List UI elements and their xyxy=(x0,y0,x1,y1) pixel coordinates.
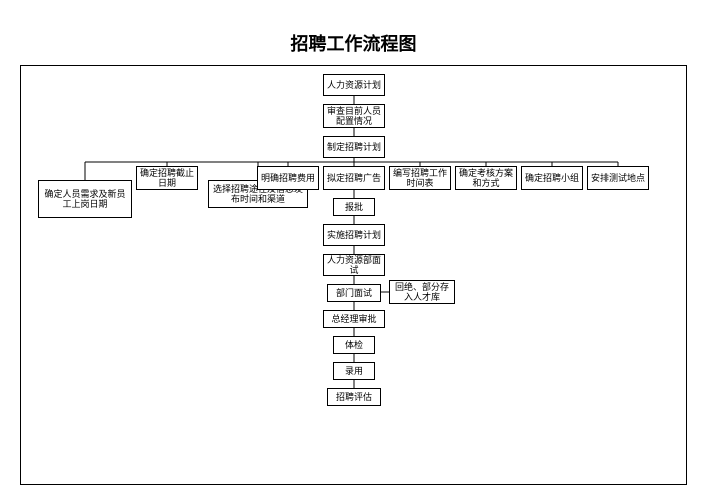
flow-node-r5: 拟定招聘广告 xyxy=(323,166,385,190)
flow-node-n10: 体检 xyxy=(333,336,375,354)
flow-node-n3: 制定招聘计划 xyxy=(323,136,385,158)
flow-node-r6: 编写招聘工作时间表 xyxy=(389,166,451,190)
flow-node-n1: 人力资源计划 xyxy=(323,74,385,96)
flow-node-n8: 回绝、部分存入人才库 xyxy=(389,280,455,304)
flow-node-r1: 确定人员需求及新员工上岗日期 xyxy=(38,180,132,218)
flow-node-r8: 确定招聘小组 xyxy=(521,166,583,190)
flow-node-r9: 安排测试地点 xyxy=(587,166,649,190)
flow-node-n9: 总经理审批 xyxy=(323,310,385,328)
flow-node-n11: 录用 xyxy=(333,362,375,380)
flow-node-r7: 确定考核方案和方式 xyxy=(455,166,517,190)
flow-node-n5: 实施招聘计划 xyxy=(323,224,385,246)
flow-node-n6: 人力资源部面试 xyxy=(323,254,385,276)
flow-node-r2: 确定招聘截止日期 xyxy=(136,166,198,190)
flow-node-n12: 招聘评估 xyxy=(327,388,381,406)
flow-node-n2: 审查目前人员配置情况 xyxy=(323,104,385,128)
flow-node-n4: 报批 xyxy=(333,198,375,216)
diagram-title: 招聘工作流程图 xyxy=(0,30,707,56)
flow-node-n7: 部门面试 xyxy=(327,284,381,302)
page: 招聘工作流程图 人力资源计划审查目前人员配置情况制定招聘计划确定人员需求及新员工… xyxy=(0,0,707,500)
flow-node-r4: 明确招聘费用 xyxy=(257,166,319,190)
